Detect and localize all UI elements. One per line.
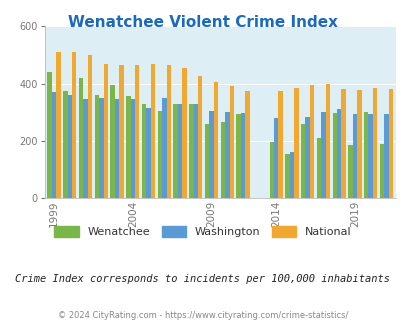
Bar (173, 104, 177, 198)
Bar (63, 91, 68, 198)
Bar (130, 99, 135, 198)
Bar (225, 112, 229, 198)
Bar (110, 85, 115, 198)
Text: Crime Index corresponds to incidents per 100,000 inhabitants: Crime Index corresponds to incidents per… (15, 274, 390, 284)
Bar (293, 88, 298, 198)
Bar (87, 55, 92, 198)
Bar (300, 124, 305, 198)
Bar (193, 104, 198, 198)
Bar (269, 142, 273, 198)
Bar (99, 98, 103, 198)
Text: © 2024 CityRating.com - https://www.cityrating.com/crime-statistics/: © 2024 CityRating.com - https://www.city… (58, 311, 347, 320)
Bar (158, 111, 162, 198)
Bar (126, 96, 130, 198)
Bar (372, 88, 376, 198)
Bar (347, 146, 352, 198)
Bar (56, 52, 61, 198)
Bar (332, 113, 336, 198)
Bar (352, 114, 356, 198)
Bar (273, 118, 278, 198)
Bar (240, 113, 245, 198)
Bar (209, 111, 213, 198)
Bar (229, 86, 233, 198)
Bar (213, 82, 217, 198)
Bar (388, 89, 392, 198)
Bar (368, 114, 372, 198)
Bar (356, 90, 360, 198)
Bar (220, 122, 225, 198)
Bar (198, 77, 202, 198)
Bar (150, 64, 155, 198)
Bar (135, 65, 139, 198)
Bar (245, 91, 249, 198)
Text: Wenatchee Violent Crime Index: Wenatchee Violent Crime Index (68, 15, 337, 30)
Bar (285, 154, 289, 198)
Bar (182, 68, 186, 198)
Bar (142, 104, 146, 198)
Bar (205, 124, 209, 198)
Bar (115, 99, 119, 198)
Bar (316, 138, 320, 198)
Legend: Wenatchee, Washington, National: Wenatchee, Washington, National (54, 226, 351, 237)
Bar (363, 112, 368, 198)
Bar (379, 144, 383, 198)
Bar (79, 78, 83, 198)
Bar (68, 95, 72, 198)
Bar (146, 108, 150, 198)
Bar (336, 109, 341, 198)
Bar (166, 65, 171, 198)
Bar (289, 152, 293, 198)
Bar (236, 114, 240, 198)
Bar (320, 112, 325, 198)
Bar (305, 117, 309, 198)
Bar (119, 65, 124, 198)
Bar (52, 92, 56, 198)
Bar (189, 104, 193, 198)
Bar (325, 84, 329, 198)
Bar (103, 64, 108, 198)
Bar (72, 52, 76, 198)
Bar (383, 114, 388, 198)
Bar (177, 104, 182, 198)
Bar (278, 91, 282, 198)
Bar (162, 98, 166, 198)
Bar (47, 72, 52, 198)
Bar (83, 99, 87, 198)
Bar (309, 85, 313, 198)
Bar (94, 95, 99, 198)
Bar (341, 89, 345, 198)
